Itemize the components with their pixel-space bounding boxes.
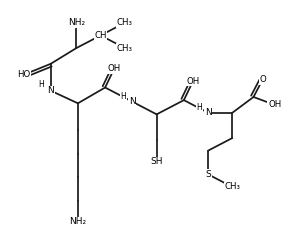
Text: OH: OH xyxy=(268,100,281,109)
Text: H: H xyxy=(39,80,44,90)
Text: N: N xyxy=(129,97,136,106)
Text: CH: CH xyxy=(94,31,107,40)
Text: O: O xyxy=(259,75,266,84)
Text: OH: OH xyxy=(186,77,200,86)
Text: NH₂: NH₂ xyxy=(68,18,85,27)
Text: HO: HO xyxy=(17,70,30,79)
Text: S: S xyxy=(205,170,211,179)
Text: H: H xyxy=(120,92,126,101)
Text: CH₃: CH₃ xyxy=(117,43,133,53)
Text: H: H xyxy=(197,103,202,112)
Text: CH₃: CH₃ xyxy=(117,18,133,27)
Text: CH₃: CH₃ xyxy=(224,182,240,192)
Text: SH: SH xyxy=(150,157,163,166)
Text: N: N xyxy=(205,108,211,117)
Text: OH: OH xyxy=(108,64,121,73)
Text: NH₂: NH₂ xyxy=(69,217,86,226)
Text: N: N xyxy=(47,86,54,95)
